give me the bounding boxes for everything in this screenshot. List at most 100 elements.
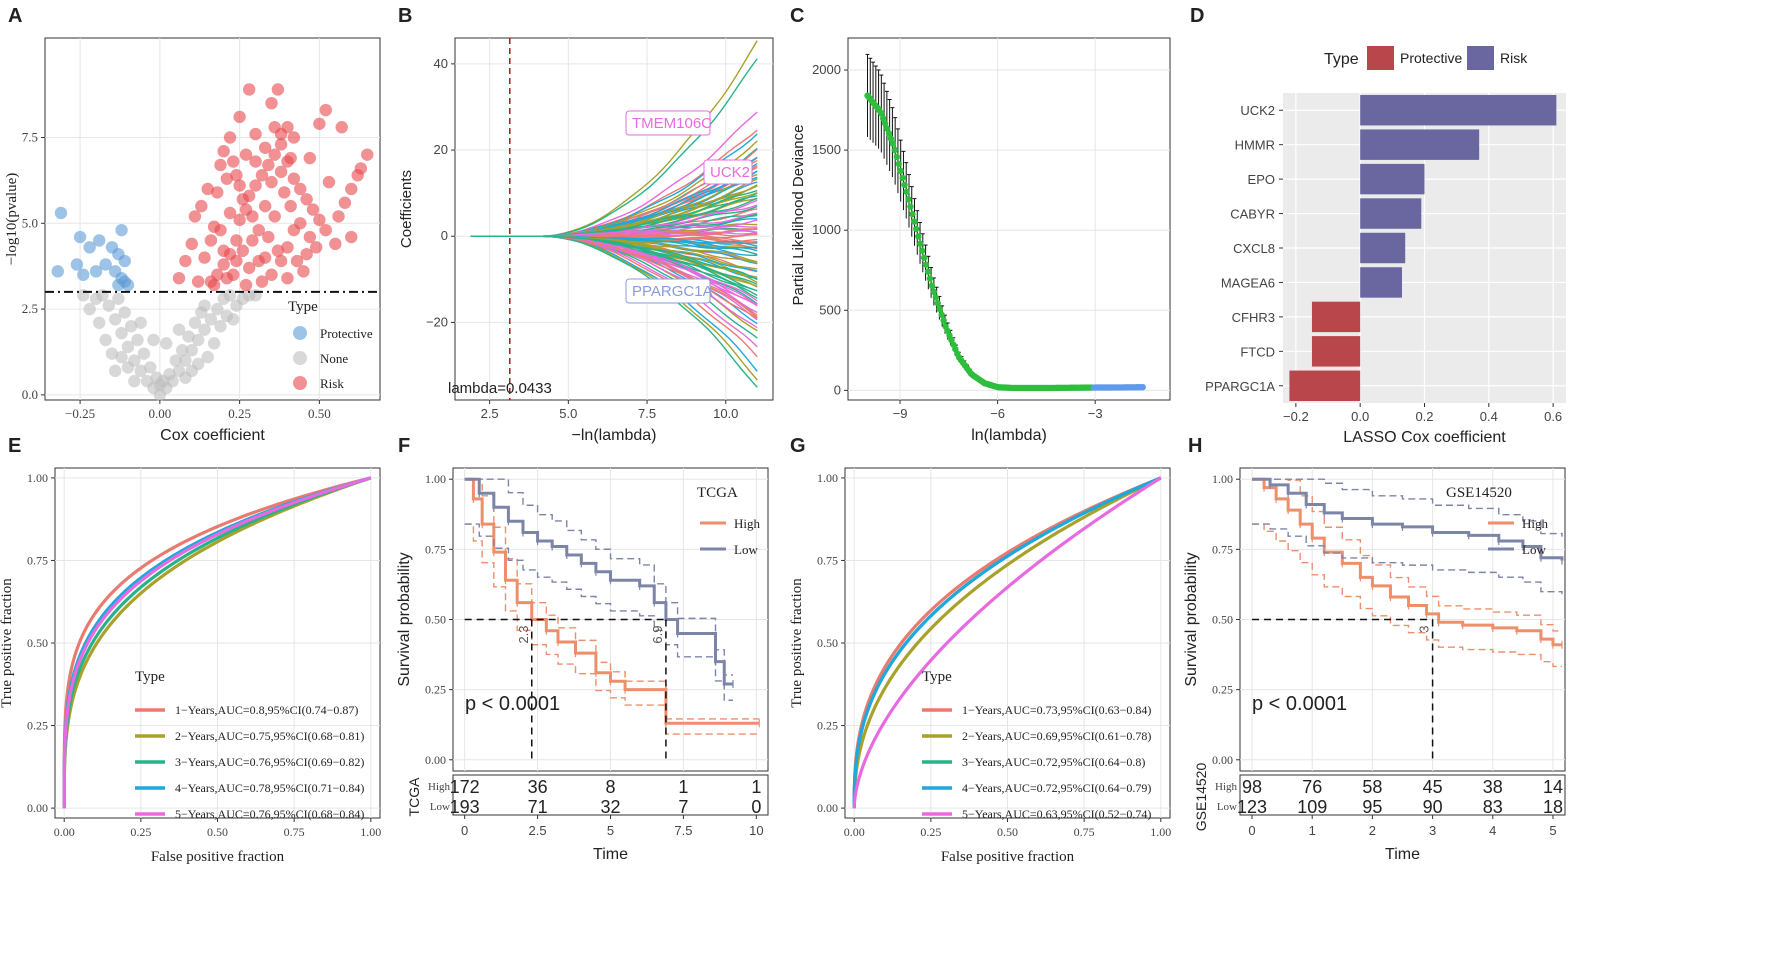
panel-h-y-tick-label: 1.00 xyxy=(1212,472,1233,486)
panel-e-legend-label: 4−Years,AUC=0.78,95%CI(0.71−0.84) xyxy=(175,781,364,795)
panel-a-point-risk xyxy=(223,206,237,220)
panel-h-ci-lower xyxy=(1252,523,1562,668)
panel-a-point-risk xyxy=(249,127,262,141)
panel-d-legend-key xyxy=(1467,46,1494,70)
panel-d-bar xyxy=(1289,370,1361,401)
panel-a-point-risk xyxy=(284,199,297,213)
panel-a-point-risk xyxy=(179,254,192,268)
panel-a-point-none xyxy=(179,354,192,367)
panel-e-x-tick-label: 0.50 xyxy=(207,825,228,839)
panel-g-x-tick-label: 0.00 xyxy=(844,825,865,839)
panel-a-point-none xyxy=(201,350,214,364)
panel-f-x-tick-label: 2.5 xyxy=(529,823,547,838)
panel-b-gene-label: TMEM106C xyxy=(632,115,712,132)
panel-h-risk-count: 98 xyxy=(1242,777,1262,797)
panel-a-point-risk xyxy=(297,265,310,278)
panel-g-legend-label: 5−Years,AUC=0.63,95%CI(0.52−0.74) xyxy=(962,807,1151,821)
panel-e-legend-label: 2−Years,AUC=0.75,95%CI(0.68−0.81) xyxy=(175,729,364,743)
panel-a-point-risk xyxy=(211,186,224,199)
panel-a-y-tick-label: 5.0 xyxy=(22,215,38,230)
panel-d-legend-key xyxy=(1367,46,1394,70)
panel-a-point-none xyxy=(172,323,186,336)
panel-g-roc-curve xyxy=(852,476,1162,809)
panel-a-point-risk xyxy=(246,234,259,247)
panel-d-bar xyxy=(1360,95,1557,126)
panel-f-survival-curve xyxy=(464,477,733,686)
panel-g-legend-label: 4−Years,AUC=0.72,95%CI(0.64−0.79) xyxy=(962,781,1151,795)
panel-f-risk-count: 193 xyxy=(450,797,480,817)
panel-c-y-tick-label: 0 xyxy=(834,382,841,397)
panel-a-point-none xyxy=(121,340,135,354)
panel-a-point-risk xyxy=(239,148,253,161)
panel-g-y-tick-label: 0.25 xyxy=(817,719,838,733)
panel-a-point-risk xyxy=(281,271,294,285)
panel-c-point xyxy=(891,146,899,154)
panel-a-point-risk xyxy=(236,244,250,257)
panel-a-point-none xyxy=(211,302,224,316)
panel-f-x-tick-label: 0 xyxy=(461,823,468,838)
panel-a-point-none xyxy=(99,333,112,347)
panel-label-D: D xyxy=(1190,5,1204,27)
panel-c-ylabel: Partial Likelihood Deviance xyxy=(790,125,807,306)
panel-c-y-tick-label: 2000 xyxy=(812,62,841,77)
panel-h-risk-count: 95 xyxy=(1362,797,1382,817)
panel-h-pvalue: p < 0.0001 xyxy=(1252,693,1347,715)
panel-a-point-risk xyxy=(287,172,301,185)
panel-a-point-risk xyxy=(220,172,234,185)
panel-a-point-protective xyxy=(89,265,103,278)
panel-c-point xyxy=(905,196,912,203)
panel-g-y-tick-label: 1.00 xyxy=(817,471,838,485)
panel-f-x-tick-label: 7.5 xyxy=(674,823,692,838)
panel-e-ylabel: True positive fraction xyxy=(0,578,15,708)
panel-a-point-protective xyxy=(121,278,135,292)
panel-b-x-tick-label: 10.0 xyxy=(713,406,738,421)
panel-h-x-tick-label: 3 xyxy=(1429,823,1436,838)
panel-h-risk-count: 90 xyxy=(1423,797,1443,817)
panel-a-point-risk xyxy=(274,138,288,151)
panel-d-bar xyxy=(1360,232,1406,264)
panel-g-y-tick-label: 0.50 xyxy=(817,636,838,650)
panel-a-point-risk xyxy=(300,193,313,206)
panel-a-point-risk xyxy=(172,271,186,285)
panel-a-point-none xyxy=(93,316,106,329)
panel-f-y-tick-label: 0.50 xyxy=(425,613,446,627)
panel-e-x-tick-label: 0.00 xyxy=(54,825,75,839)
panel-a-point-risk xyxy=(278,186,291,199)
panel-a-point-risk xyxy=(274,165,288,179)
panel-f-xlabel: Time xyxy=(593,846,628,863)
panel-a-point-risk xyxy=(230,254,243,268)
panel-b-gene-box xyxy=(625,110,711,136)
panel-a-point-risk xyxy=(290,254,304,268)
panel-a-point-risk xyxy=(345,230,358,244)
panel-e-legend-label: 3−Years,AUC=0.76,95%CI(0.69−0.82) xyxy=(175,755,364,769)
panel-c-point xyxy=(883,125,891,132)
panel-a-point-none xyxy=(128,374,141,388)
panel-a-point-risk xyxy=(242,261,256,275)
panel-a-point-none xyxy=(115,350,128,364)
panel-f-risk-count: 1 xyxy=(678,777,688,797)
panel-a-point-none xyxy=(115,326,128,340)
panel-d-legend-title: Type xyxy=(1324,51,1359,68)
panel-g-x-tick-label: 0.25 xyxy=(920,825,941,839)
panel-f-risk-table-title: TCGA xyxy=(406,777,422,817)
panel-a-point-risk xyxy=(195,199,208,213)
panel-c-point xyxy=(934,300,941,307)
panel-c-y-tick-label: 1500 xyxy=(812,142,841,157)
panel-a-point-risk xyxy=(271,244,285,257)
panel-c-point xyxy=(932,294,940,301)
panel-f-risk-count: 32 xyxy=(600,797,620,817)
panel-c-frame xyxy=(847,37,1171,401)
panel-h-risk-count: 18 xyxy=(1543,797,1563,817)
panel-a-point-risk xyxy=(239,278,253,292)
panel-h-x-tick-label: 0 xyxy=(1248,823,1255,838)
panel-c-point xyxy=(909,210,916,218)
panel-c-point xyxy=(924,268,932,275)
panel-a-point-risk xyxy=(246,210,259,223)
panel-g-roc-curve xyxy=(852,476,1162,809)
panel-h-risk-count: 123 xyxy=(1237,797,1267,817)
panel-b-gene-box xyxy=(625,278,711,304)
panel-h-risk-table xyxy=(1239,774,1566,816)
panel-f-ylabel: Survival probability xyxy=(396,552,413,686)
panel-f-y-tick-label: 0.75 xyxy=(425,542,446,556)
